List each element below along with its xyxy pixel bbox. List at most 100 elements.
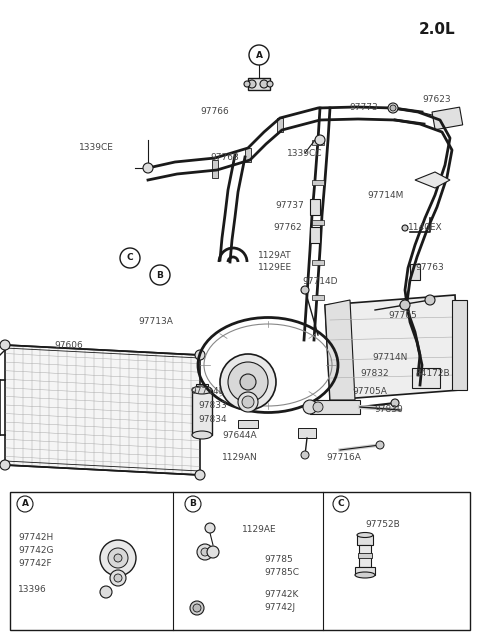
Text: 1339CE: 1339CE <box>79 144 114 152</box>
Circle shape <box>376 441 384 449</box>
Text: A: A <box>255 51 263 60</box>
Bar <box>196 384 208 392</box>
Circle shape <box>114 554 122 562</box>
Text: 97644A: 97644A <box>222 431 257 439</box>
Circle shape <box>260 80 268 88</box>
Text: 97716A: 97716A <box>326 453 361 462</box>
Text: 1129AN: 1129AN <box>222 453 258 462</box>
Circle shape <box>240 374 256 390</box>
Circle shape <box>402 225 408 231</box>
Ellipse shape <box>192 386 212 394</box>
Circle shape <box>195 350 205 360</box>
Text: 97834: 97834 <box>198 415 227 424</box>
Bar <box>212 160 218 178</box>
Circle shape <box>195 470 205 480</box>
Text: 97742F: 97742F <box>18 559 52 568</box>
Text: 97785: 97785 <box>264 555 293 564</box>
Circle shape <box>201 548 209 556</box>
Bar <box>312 295 324 300</box>
Text: 97766: 97766 <box>200 107 229 116</box>
Polygon shape <box>5 345 200 475</box>
Ellipse shape <box>357 533 373 537</box>
Text: B: B <box>190 500 196 509</box>
Bar <box>355 567 375 575</box>
Circle shape <box>238 392 258 412</box>
Text: 1339CC: 1339CC <box>287 149 323 157</box>
Circle shape <box>301 286 309 294</box>
Bar <box>312 180 324 185</box>
Circle shape <box>249 45 269 65</box>
Text: 97714M: 97714M <box>367 190 403 199</box>
Text: 97742K: 97742K <box>264 590 299 599</box>
Circle shape <box>400 300 410 310</box>
Circle shape <box>248 80 256 88</box>
Text: 13396: 13396 <box>18 585 47 594</box>
Circle shape <box>242 396 254 408</box>
Circle shape <box>333 496 349 512</box>
Circle shape <box>17 496 33 512</box>
Text: 97773: 97773 <box>349 104 378 112</box>
Text: 97742J: 97742J <box>264 603 295 612</box>
Circle shape <box>0 460 10 470</box>
Circle shape <box>197 544 213 560</box>
Text: 97714N: 97714N <box>372 354 408 363</box>
Text: 1129AE: 1129AE <box>242 525 276 534</box>
Text: 97742H: 97742H <box>18 533 53 542</box>
Bar <box>248 78 270 90</box>
Text: 97623: 97623 <box>422 95 451 105</box>
Bar <box>192 390 212 435</box>
Circle shape <box>315 135 325 145</box>
Bar <box>357 535 373 545</box>
Bar <box>277 118 283 132</box>
Text: 97705A: 97705A <box>352 387 387 396</box>
Bar <box>358 553 372 558</box>
Ellipse shape <box>192 431 212 439</box>
Text: A: A <box>22 500 28 509</box>
Circle shape <box>388 103 398 113</box>
Circle shape <box>100 586 112 598</box>
Bar <box>10 492 470 630</box>
Polygon shape <box>415 172 450 188</box>
Bar <box>359 545 371 567</box>
Text: 2.0L: 2.0L <box>419 22 455 37</box>
Circle shape <box>108 548 128 568</box>
Text: 97833: 97833 <box>198 401 227 410</box>
Bar <box>310 199 320 215</box>
Bar <box>410 264 420 280</box>
Circle shape <box>110 570 126 586</box>
Bar <box>412 368 440 388</box>
Text: 97737: 97737 <box>275 201 304 210</box>
Circle shape <box>220 354 276 410</box>
Text: 1129AT: 1129AT <box>258 250 292 260</box>
Circle shape <box>120 248 140 268</box>
Circle shape <box>207 546 219 558</box>
Circle shape <box>100 540 136 576</box>
Circle shape <box>185 496 201 512</box>
Bar <box>298 428 316 438</box>
Text: 97830: 97830 <box>374 404 403 413</box>
Text: 1140EX: 1140EX <box>408 224 443 232</box>
Text: 97762: 97762 <box>273 224 301 232</box>
Text: 1129EE: 1129EE <box>258 264 292 272</box>
Text: 84172B: 84172B <box>415 370 450 378</box>
Circle shape <box>425 295 435 305</box>
Circle shape <box>267 81 273 87</box>
Circle shape <box>114 574 122 582</box>
Circle shape <box>301 451 309 459</box>
Text: 97785C: 97785C <box>264 568 299 577</box>
Circle shape <box>143 163 153 173</box>
Text: 97763: 97763 <box>415 264 444 272</box>
Circle shape <box>150 265 170 285</box>
Polygon shape <box>325 295 460 400</box>
Text: 97705: 97705 <box>388 312 417 321</box>
Bar <box>238 420 258 428</box>
Bar <box>310 400 360 414</box>
Bar <box>245 148 251 162</box>
Text: B: B <box>156 271 163 279</box>
Text: 97714L: 97714L <box>190 387 224 396</box>
Circle shape <box>228 362 268 402</box>
Circle shape <box>313 402 323 412</box>
Bar <box>310 227 320 243</box>
Circle shape <box>390 105 396 111</box>
Circle shape <box>0 340 10 350</box>
